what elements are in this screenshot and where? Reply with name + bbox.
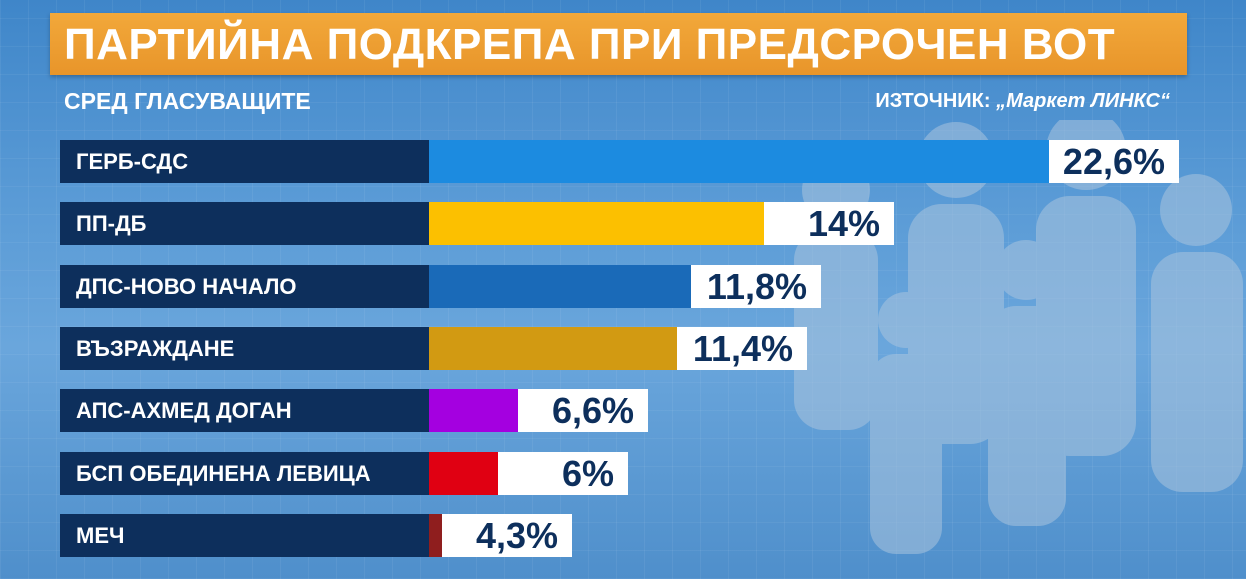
title-bar — [50, 13, 1187, 75]
bar-category-label: АПС-АХМЕД ДОГАН — [60, 389, 429, 432]
bar-row: ВЪЗРАЖДАНЕ 11,4% — [60, 327, 807, 370]
source-name: „Маркет ЛИНКС“ — [996, 90, 1170, 112]
bar-value-label: 11,8% — [691, 265, 821, 308]
chart-subtitle: СРЕД ГЛАСУВАЩИТЕ — [64, 88, 311, 114]
bar-category-label: БСП ОБЕДИНЕНА ЛЕВИЦА — [60, 452, 429, 495]
bar-value-label: 22,6% — [1049, 140, 1179, 183]
bar-category-label: МЕЧ — [60, 514, 429, 557]
bar-category-label: ПП-ДБ — [60, 202, 429, 245]
bar-row: МЕЧ 4,3% — [60, 514, 572, 557]
bar-row: БСП ОБЕДИНЕНА ЛЕВИЦА 6% — [60, 452, 628, 495]
bar-row: АПС-АХМЕД ДОГАН 6,6% — [60, 389, 648, 432]
bar-value-label: 6,6% — [518, 389, 648, 432]
bar-category-label: ВЪЗРАЖДАНЕ — [60, 327, 429, 370]
bar-value-label: 14% — [764, 202, 894, 245]
bar-value-label: 11,4% — [677, 327, 807, 370]
bar-category-label: ГЕРБ-СДС — [60, 140, 429, 183]
bar-row: ПП-ДБ 14% — [60, 202, 894, 245]
bar-row: ГЕРБ-СДС 22,6% — [60, 140, 1179, 183]
chart-title: ПАРТИЙНА ПОДКРЕПА ПРИ ПРЕДСРОЧЕН ВОТ — [64, 20, 1116, 69]
bar-category-label: ДПС-НОВО НАЧАЛО — [60, 265, 429, 308]
source-prefix: ИЗТОЧНИК: — [875, 90, 997, 112]
bar-row: ДПС-НОВО НАЧАЛО 11,8% — [60, 265, 821, 308]
bar-value-label: 6% — [498, 452, 628, 495]
bar-value-label: 4,3% — [442, 514, 572, 557]
source-caption: ИЗТОЧНИК: „Маркет ЛИНКС“ — [875, 90, 1170, 113]
